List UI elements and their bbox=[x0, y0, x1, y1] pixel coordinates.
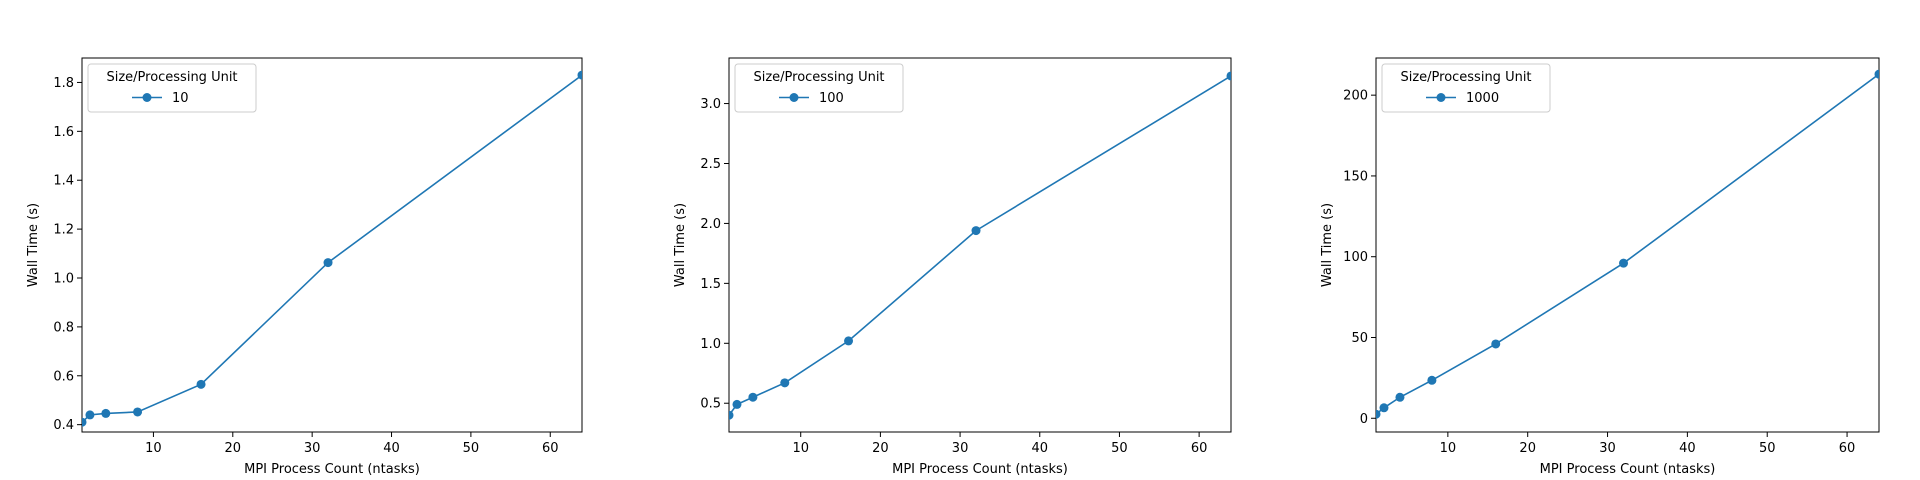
data-point bbox=[1427, 375, 1437, 385]
chart-panel-3: 10 20 30 40 50 60 0 50 100 150 200 MPI Process Coun… bbox=[1320, 57, 1880, 477]
x-tick-label: 40 bbox=[1031, 441, 1048, 456]
data-point bbox=[780, 378, 790, 388]
x-tick-label: 60 bbox=[542, 441, 559, 456]
y-tick-label: 0.6 bbox=[53, 369, 74, 384]
x-tick-label: 10 bbox=[1440, 441, 1457, 456]
x-tick-label: 20 bbox=[1519, 441, 1536, 456]
x-tick-label: 10 bbox=[792, 441, 809, 456]
legend-entry-label: 100 bbox=[819, 91, 844, 106]
data-point bbox=[844, 336, 854, 346]
data-point bbox=[748, 392, 758, 402]
y-tick-label: 1.5 bbox=[700, 277, 721, 292]
data-point bbox=[729, 410, 734, 420]
y-tick-label: 150 bbox=[1343, 169, 1368, 184]
plot-frame bbox=[728, 57, 1232, 433]
series-10 bbox=[82, 70, 582, 427]
y-tick-label: 1.8 bbox=[53, 76, 74, 91]
x-tick-label: 30 bbox=[952, 441, 969, 456]
y-tick-label: 200 bbox=[1343, 89, 1368, 104]
chart-panel-2: 10 20 30 40 50 60 0.5 1.0 1.5 2.0 2.5 3.0 MPI Proces… bbox=[673, 57, 1232, 477]
data-point bbox=[1379, 403, 1389, 413]
y-tick-label: 1.0 bbox=[700, 337, 721, 352]
x-tick-label: 50 bbox=[463, 441, 480, 456]
y-tick-label: 1.2 bbox=[53, 223, 74, 238]
y-tick-label: 2.5 bbox=[700, 157, 721, 172]
data-point bbox=[1874, 69, 1879, 79]
chart-panel-1: 10 20 30 40 50 60 0.4 0.6 0.8 1.0 1.2 1.4 1.6 1.8 MPI … bbox=[26, 57, 583, 477]
y-axis-label: Wall Time (s) bbox=[26, 203, 41, 287]
data-point bbox=[1376, 409, 1381, 419]
y-tick-label: 100 bbox=[1343, 250, 1368, 265]
data-point bbox=[971, 226, 981, 236]
plot-frame bbox=[81, 57, 583, 433]
y-tick-label: 2.0 bbox=[700, 217, 721, 232]
y-tick-label: 3.0 bbox=[700, 97, 721, 112]
data-point bbox=[732, 399, 742, 409]
data-point bbox=[577, 70, 582, 80]
x-tick-label: 20 bbox=[225, 441, 242, 456]
legend: Size/Processing Unit 1000 bbox=[1381, 63, 1551, 113]
series-100 bbox=[729, 71, 1231, 420]
x-tick-label: 30 bbox=[1599, 441, 1616, 456]
y-tick-label: 1.6 bbox=[53, 125, 74, 140]
legend: Size/Processing Unit 100 bbox=[734, 63, 904, 113]
x-tick-label: 30 bbox=[304, 441, 321, 456]
series-1000 bbox=[1376, 69, 1879, 419]
y-tick-label: 0.4 bbox=[53, 418, 74, 433]
data-point bbox=[323, 258, 333, 268]
legend-title: Size/Processing Unit bbox=[1400, 70, 1531, 85]
legend-entry-label: 1000 bbox=[1466, 91, 1499, 106]
data-point bbox=[1491, 339, 1501, 349]
x-tick-label: 20 bbox=[872, 441, 889, 456]
data-point bbox=[1226, 71, 1231, 81]
y-tick-label: 1.4 bbox=[53, 174, 74, 189]
data-point bbox=[1395, 392, 1405, 402]
legend-box bbox=[87, 63, 257, 113]
legend-box bbox=[734, 63, 904, 113]
data-point bbox=[85, 410, 95, 420]
series-line bbox=[729, 75, 1231, 416]
y-axis-label: Wall Time (s) bbox=[673, 203, 688, 287]
x-tick-label: 50 bbox=[1759, 441, 1776, 456]
legend-marker bbox=[1436, 93, 1446, 102]
series-line bbox=[1376, 73, 1879, 415]
x-tick-label: 40 bbox=[383, 441, 400, 456]
x-axis-label: MPI Process Count (ntasks) bbox=[1540, 462, 1716, 477]
x-tick-label: 40 bbox=[1679, 441, 1696, 456]
x-tick-label: 60 bbox=[1191, 441, 1208, 456]
legend-marker bbox=[789, 93, 799, 102]
legend-entry-label: 10 bbox=[172, 91, 189, 106]
data-point bbox=[82, 417, 87, 427]
legend-title: Size/Processing Unit bbox=[753, 70, 884, 85]
y-axis-label: Wall Time (s) bbox=[1320, 203, 1335, 287]
x-tick-label: 60 bbox=[1839, 441, 1856, 456]
data-point bbox=[196, 379, 206, 389]
x-tick-label: 10 bbox=[145, 441, 162, 456]
y-tick-label: 50 bbox=[1351, 331, 1368, 346]
y-tick-label: 0.8 bbox=[53, 320, 74, 335]
data-point bbox=[133, 407, 143, 417]
y-tick-label: 0.5 bbox=[700, 397, 721, 412]
legend-marker bbox=[142, 93, 152, 102]
y-tick-label: 1.0 bbox=[53, 272, 74, 287]
legend-box bbox=[1381, 63, 1551, 113]
series-line bbox=[82, 74, 582, 423]
data-point bbox=[101, 408, 111, 418]
y-tick-label: 0 bbox=[1360, 412, 1368, 427]
data-point bbox=[1619, 258, 1629, 268]
x-axis-label: MPI Process Count (ntasks) bbox=[244, 462, 420, 477]
plot-frame bbox=[1375, 57, 1880, 433]
legend-title: Size/Processing Unit bbox=[106, 70, 237, 85]
x-axis-label: MPI Process Count (ntasks) bbox=[892, 462, 1068, 477]
legend: Size/Processing Unit 10 bbox=[87, 63, 257, 113]
x-tick-label: 50 bbox=[1111, 441, 1128, 456]
